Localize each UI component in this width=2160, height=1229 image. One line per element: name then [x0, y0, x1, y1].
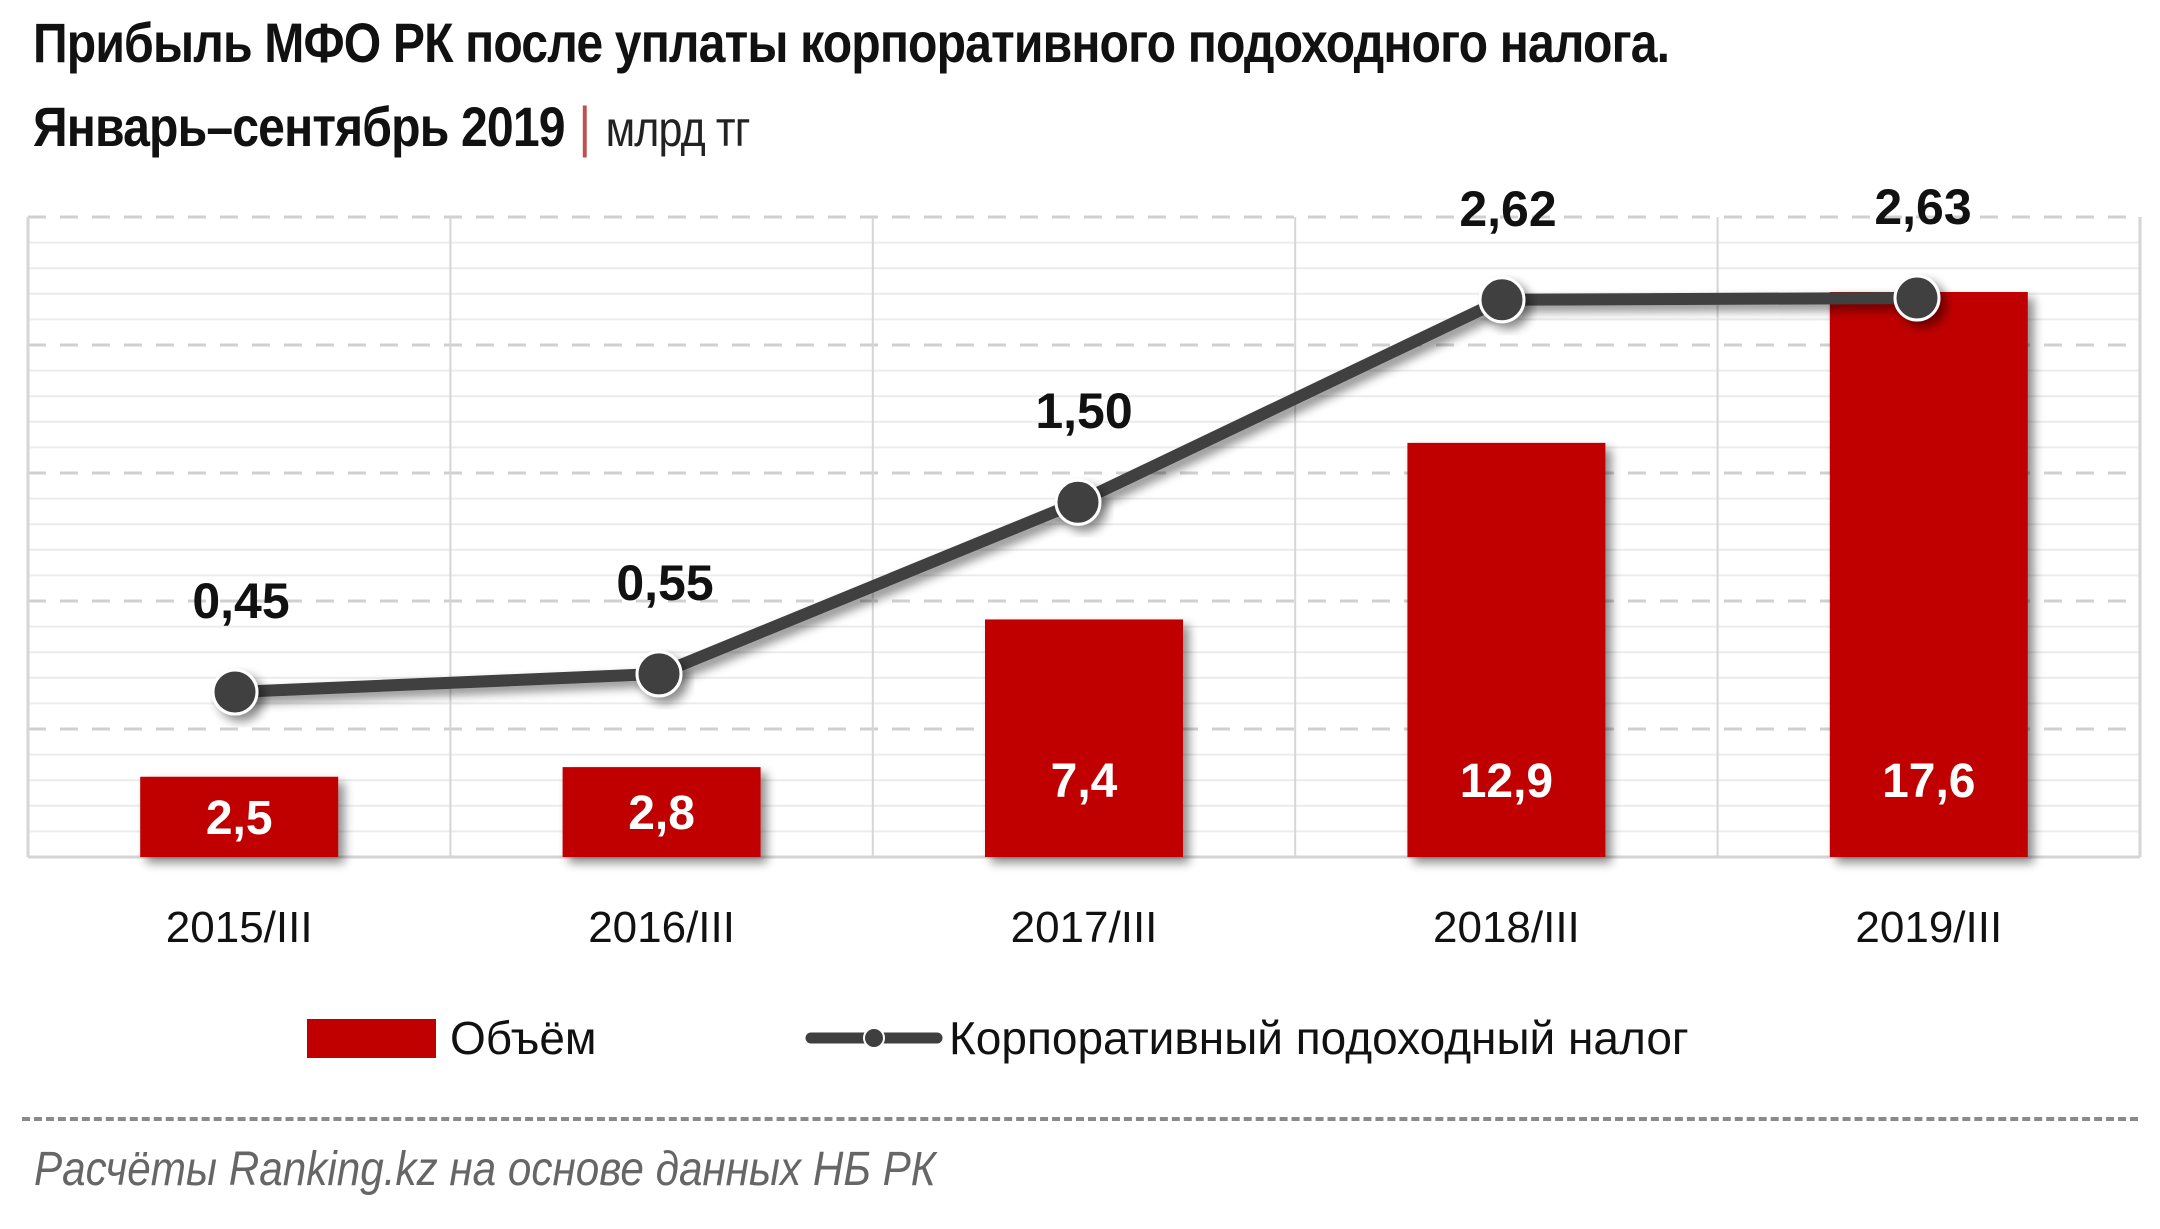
x-axis-label: 2015/III: [166, 903, 313, 952]
line-series: [211, 274, 1941, 716]
x-axis-label: 2017/III: [1011, 903, 1158, 952]
gridlines: [26, 215, 2142, 859]
footer-divider: [22, 1117, 2138, 1121]
chart-title: Прибыль МФО РК после уплаты корпоративно…: [33, 10, 1670, 75]
chart-title-line1: Прибыль МФО РК после уплаты корпоративно…: [33, 11, 1670, 74]
line-marker-icon: [1478, 276, 1526, 324]
line-marker-icon: [635, 650, 683, 698]
line-marker-icon: [211, 668, 259, 716]
chart-period: Январь–сентябрь 2019: [33, 95, 566, 158]
legend-item-volume: Объём: [307, 1011, 597, 1065]
x-axis-label: 2018/III: [1433, 903, 1580, 952]
bar-2019/III: [1829, 292, 2028, 857]
line-marker-icon: [1054, 478, 1102, 526]
legend-label-volume: Объём: [450, 1012, 597, 1064]
line-value-label: 0,55: [616, 555, 713, 611]
title-separator: |: [578, 95, 591, 158]
legend-label-tax: Корпоративный подоходный налог: [949, 1012, 1689, 1064]
bar-value-label: 17,6: [1882, 755, 1975, 808]
legend-line-marker-icon: [805, 1027, 943, 1049]
legend: Объём: [307, 1008, 597, 1068]
line-value-label: 0,45: [192, 573, 289, 629]
x-axis-label: 2016/III: [588, 903, 735, 952]
bar-2017/III: [985, 619, 1183, 857]
line-marker-icon: [1893, 274, 1941, 322]
bar-2016/III: [562, 767, 761, 857]
bar-value-label: 12,9: [1460, 755, 1553, 808]
bar-2018/III: [1407, 442, 1606, 857]
line-value-label: 2,63: [1874, 179, 1971, 235]
bar-series: [140, 292, 2028, 857]
bar-value-label: 7,4: [1051, 755, 1118, 808]
x-axis-label: 2019/III: [1855, 903, 2002, 952]
source-note: Расчёты Ranking.kz на основе данных НБ Р…: [34, 1143, 936, 1196]
legend-line: Корпоративный подоходный налог: [805, 1008, 1689, 1068]
legend-bar-swatch-icon: [307, 1018, 436, 1058]
legend-item-tax: Корпоративный подоходный налог: [805, 1011, 1689, 1065]
chart-unit: млрд тг: [605, 101, 751, 157]
bar-2015/III: [140, 776, 339, 857]
line-value-label: 2,62: [1459, 181, 1556, 237]
x-axis-labels: 2015/III 2016/III 2017/III 2018/III 2019/III: [166, 903, 2002, 952]
data-labels: 2,5 2,8 7,4 12,9 17,6 0,45 0,55 1,50 2,62 2,63: [192, 179, 1975, 845]
bar-value-label: 2,5: [206, 792, 273, 845]
bar-value-label: 2,8: [628, 787, 695, 840]
chart-subtitle: Январь–сентябрь 2019 | млрд тг: [33, 94, 750, 159]
line-value-label: 1,50: [1035, 383, 1132, 439]
chart-plot: 2,5 2,8 7,4 12,9 17,6 0,45 0,55 1,50 2,62 2,63 20…: [26, 179, 2142, 952]
